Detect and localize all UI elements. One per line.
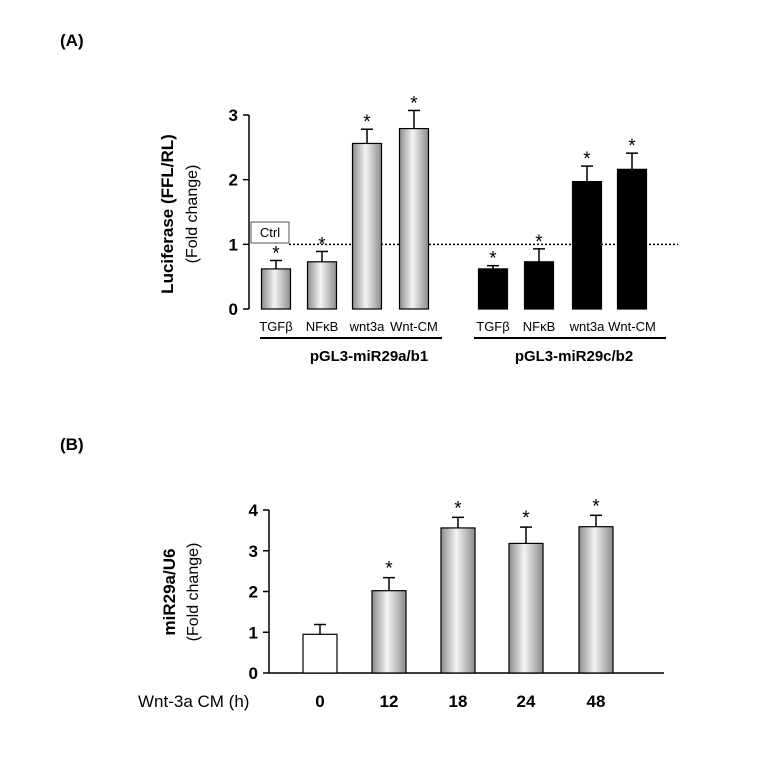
ctrl-label: Ctrl <box>260 225 280 240</box>
bar-a-0 <box>260 268 292 310</box>
category-label: TGFβ <box>259 319 292 334</box>
category-label: 0 <box>315 692 324 711</box>
category-label: TGFβ <box>476 319 509 334</box>
significance-star: * <box>454 498 462 519</box>
bar-b-2 <box>440 527 476 674</box>
significance-star: * <box>535 232 543 253</box>
bar-a-2 <box>351 142 383 310</box>
panel-a-plot: 0 1 2 3 * TGFβ * NFκB * wnt3a * Wnt-CM * TGFβ * NFκB * wn… <box>229 93 678 339</box>
significance-star: * <box>489 249 497 270</box>
significance-star: * <box>363 112 371 133</box>
category-label: wnt3a <box>349 319 385 334</box>
category-label: 18 <box>449 692 468 711</box>
bar-a-3 <box>398 127 430 310</box>
bar-b-2 <box>571 181 603 310</box>
significance-star: * <box>592 496 600 517</box>
category-label: Wnt-CM <box>608 319 656 334</box>
category-label: 12 <box>380 692 399 711</box>
panel-a-ytick-label: 3 <box>229 106 238 125</box>
significance-star: * <box>410 93 418 114</box>
bar-b-0 <box>302 633 338 674</box>
bar-b-4 <box>578 526 614 674</box>
bar-b-0 <box>477 268 509 310</box>
panel-b-xlabel: Wnt-3a CM (h) <box>138 692 249 711</box>
ctrl-label-box <box>250 221 290 244</box>
bar-a-1 <box>306 261 338 310</box>
panel-b-ytick-label: 4 <box>249 501 259 520</box>
significance-star: * <box>385 559 393 580</box>
category-label: NFκB <box>523 319 556 334</box>
panel-a-ylabel-main: Luciferase (FFL/RL) <box>158 134 177 294</box>
panel-a-ytick-label: 2 <box>229 171 238 190</box>
bar-b-1 <box>523 261 555 310</box>
significance-star: * <box>272 244 280 265</box>
panel-b-ytick-label: 0 <box>249 664 258 683</box>
bar-b-3 <box>616 168 648 310</box>
category-label: NFκB <box>306 319 339 334</box>
panel-a-ylabel-sub: (Fold change) <box>184 165 201 264</box>
significance-star: * <box>522 508 530 529</box>
panel-b-ytick-label: 3 <box>249 542 258 561</box>
significance-star: * <box>628 136 636 157</box>
significance-star: * <box>583 149 591 170</box>
significance-star: * <box>318 234 326 255</box>
panel-a-ytick-label: 0 <box>229 300 238 319</box>
category-label: wnt3a <box>569 319 605 334</box>
category-label: Wnt-CM <box>390 319 438 334</box>
panel-a-ytick-label: 1 <box>229 235 238 254</box>
bar-b-1 <box>371 590 407 674</box>
category-label: 48 <box>587 692 606 711</box>
category-label: 24 <box>517 692 536 711</box>
panel-b-label: (B) <box>60 435 84 454</box>
panel-b-ytick-label: 2 <box>249 583 258 602</box>
panel-b-ytick-label: 1 <box>249 623 258 642</box>
bar-b-3 <box>508 542 544 674</box>
panel-b-ylabel-sub: (Fold change) <box>185 543 202 642</box>
group-label-a: pGL3-miR29a/b1 <box>310 348 428 365</box>
group-label-b: pGL3-miR29c/b2 <box>515 348 633 365</box>
panel-b-ylabel-main: miR29a/U6 <box>160 549 179 636</box>
panel-a-label: (A) <box>60 31 84 50</box>
